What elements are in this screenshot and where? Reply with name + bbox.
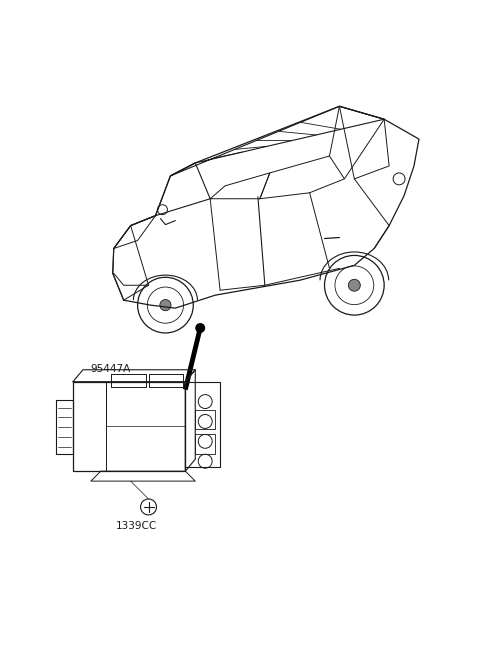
Circle shape xyxy=(348,279,360,291)
Circle shape xyxy=(195,323,205,333)
Text: 95447A: 95447A xyxy=(91,363,131,374)
Text: 1339CC: 1339CC xyxy=(116,521,157,531)
Circle shape xyxy=(160,300,171,311)
